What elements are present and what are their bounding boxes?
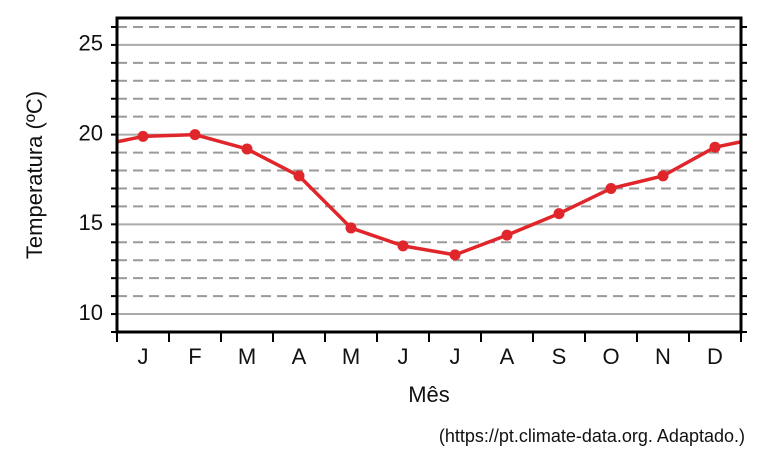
x-tick-label: A: [292, 344, 307, 369]
data-point: [241, 143, 253, 155]
x-tick-label: O: [602, 344, 619, 369]
x-tick-label: J: [398, 344, 409, 369]
y-tick-label: 20: [79, 120, 103, 145]
x-tick-label: M: [238, 344, 256, 369]
y-tick-label: 25: [79, 31, 103, 56]
data-point: [709, 141, 721, 153]
data-point: [293, 170, 305, 182]
x-tick-label: A: [500, 344, 515, 369]
data-point: [397, 240, 409, 252]
y-axis-title: Temperatura (ºC): [22, 91, 47, 259]
x-tick-label: S: [552, 344, 567, 369]
y-tick-label: 10: [79, 300, 103, 325]
data-point: [605, 182, 617, 194]
data-point: [657, 170, 669, 182]
data-point: [345, 222, 357, 234]
x-tick-label: J: [138, 344, 149, 369]
x-tick-label: D: [707, 344, 723, 369]
plot-frame: [115, 16, 743, 334]
x-tick-label: F: [188, 344, 201, 369]
x-tick-label: J: [450, 344, 461, 369]
y-tick-label: 15: [79, 210, 103, 235]
x-tick-label: M: [342, 344, 360, 369]
source-citation: (https://pt.climate-data.org. Adaptado.): [438, 426, 745, 446]
x-tick-label: N: [655, 344, 671, 369]
data-point: [189, 129, 201, 141]
temperature-line: [117, 132, 741, 257]
temperature-series: [117, 129, 741, 261]
data-point: [137, 130, 149, 142]
data-point: [501, 229, 513, 241]
data-point: [449, 249, 461, 261]
data-point: [553, 208, 565, 220]
gridlines: [117, 25, 741, 333]
x-axis-title: Mês: [408, 382, 450, 407]
